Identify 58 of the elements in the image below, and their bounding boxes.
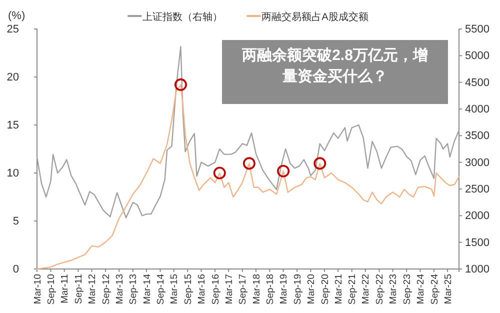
y-tick-label: 5 (12, 216, 19, 228)
line-series (36, 84, 460, 270)
x-tick-label: Sep-22 (374, 274, 386, 305)
x-tick-label: Sep-11 (73, 274, 84, 304)
x-tick-label: Sep-14 (156, 274, 167, 305)
point (242, 157, 256, 170)
point (213, 166, 226, 180)
x-tick-label: Mar-10 (32, 274, 44, 304)
x-tick-label: Mar-23 (388, 274, 400, 304)
y2-tick-label: 4000 (465, 104, 490, 116)
x-tick-label: Mar-14 (142, 274, 153, 304)
x-tick-label: Mar-20 (306, 274, 318, 304)
x-tick-label: Mar-13 (114, 274, 126, 304)
x-tick-label: Mar-16 (196, 274, 208, 304)
x-tick-label: Sep-10 (46, 274, 58, 305)
y2-tick-label: 5500 (465, 24, 490, 36)
y2-tick-label: 1000 (465, 264, 490, 276)
y2-tick-label: 4500 (465, 76, 490, 89)
x-tick-label: Sep-16 (210, 274, 222, 305)
caption-banner: 两融余额突破2.8万亿元，增量资金买什么？ (222, 40, 448, 104)
x-tick-label: Mar-25 (442, 274, 454, 304)
x-tick-label: Sep-12 (100, 274, 112, 305)
y-tick-label: 10 (6, 168, 19, 180)
x-tick-label: Mar-19 (278, 274, 290, 304)
x-tick-label: Sep-13 (128, 274, 140, 305)
line-series (36, 46, 460, 218)
x-tick-label: Sep-19 (292, 274, 304, 305)
legend-label: 两融交易额占A股成交额 (262, 11, 368, 23)
legend-label: 上证指数（右轴） (142, 11, 223, 23)
y2-tick-label: 5000 (465, 50, 490, 62)
y-axis-title: (%) (8, 10, 26, 22)
x-tick-label: Sep-15 (182, 274, 194, 305)
y-tick-label: 20 (6, 72, 19, 84)
y2-tick-label: 3500 (465, 130, 490, 142)
y-tick-label: 0 (12, 264, 19, 276)
x-tick-label: Mar-21 (333, 274, 344, 304)
x-tick-label: Mar-17 (224, 274, 235, 304)
point (277, 164, 290, 178)
y-tick-label: 25 (6, 24, 19, 36)
y2-tick-label: 2000 (465, 210, 490, 222)
x-tick-label: Sep-18 (265, 274, 276, 305)
x-tick-label: Sep-17 (238, 274, 249, 305)
x-tick-label: Mar-18 (251, 274, 262, 304)
x-tick-label: Mar-12 (87, 274, 98, 304)
point (174, 78, 187, 91)
x-tick-label: Mar-22 (360, 274, 372, 304)
x-tick-label: Sep-24 (429, 274, 440, 305)
y-tick-label: 15 (6, 120, 19, 132)
x-tick-label: Mar-11 (60, 274, 71, 304)
x-tick-label: Mar-24 (416, 274, 427, 304)
y2-tick-label: 2500 (465, 184, 490, 196)
y2-tick-label: 3000 (465, 156, 490, 169)
x-tick-label: Sep-23 (402, 274, 413, 305)
x-tick-label: Sep-21 (347, 274, 358, 305)
y2-tick-label: 1500 (465, 236, 490, 249)
x-tick-label: Sep-20 (320, 274, 331, 305)
point (314, 157, 326, 170)
x-tick-label: Mar-15 (169, 274, 180, 304)
